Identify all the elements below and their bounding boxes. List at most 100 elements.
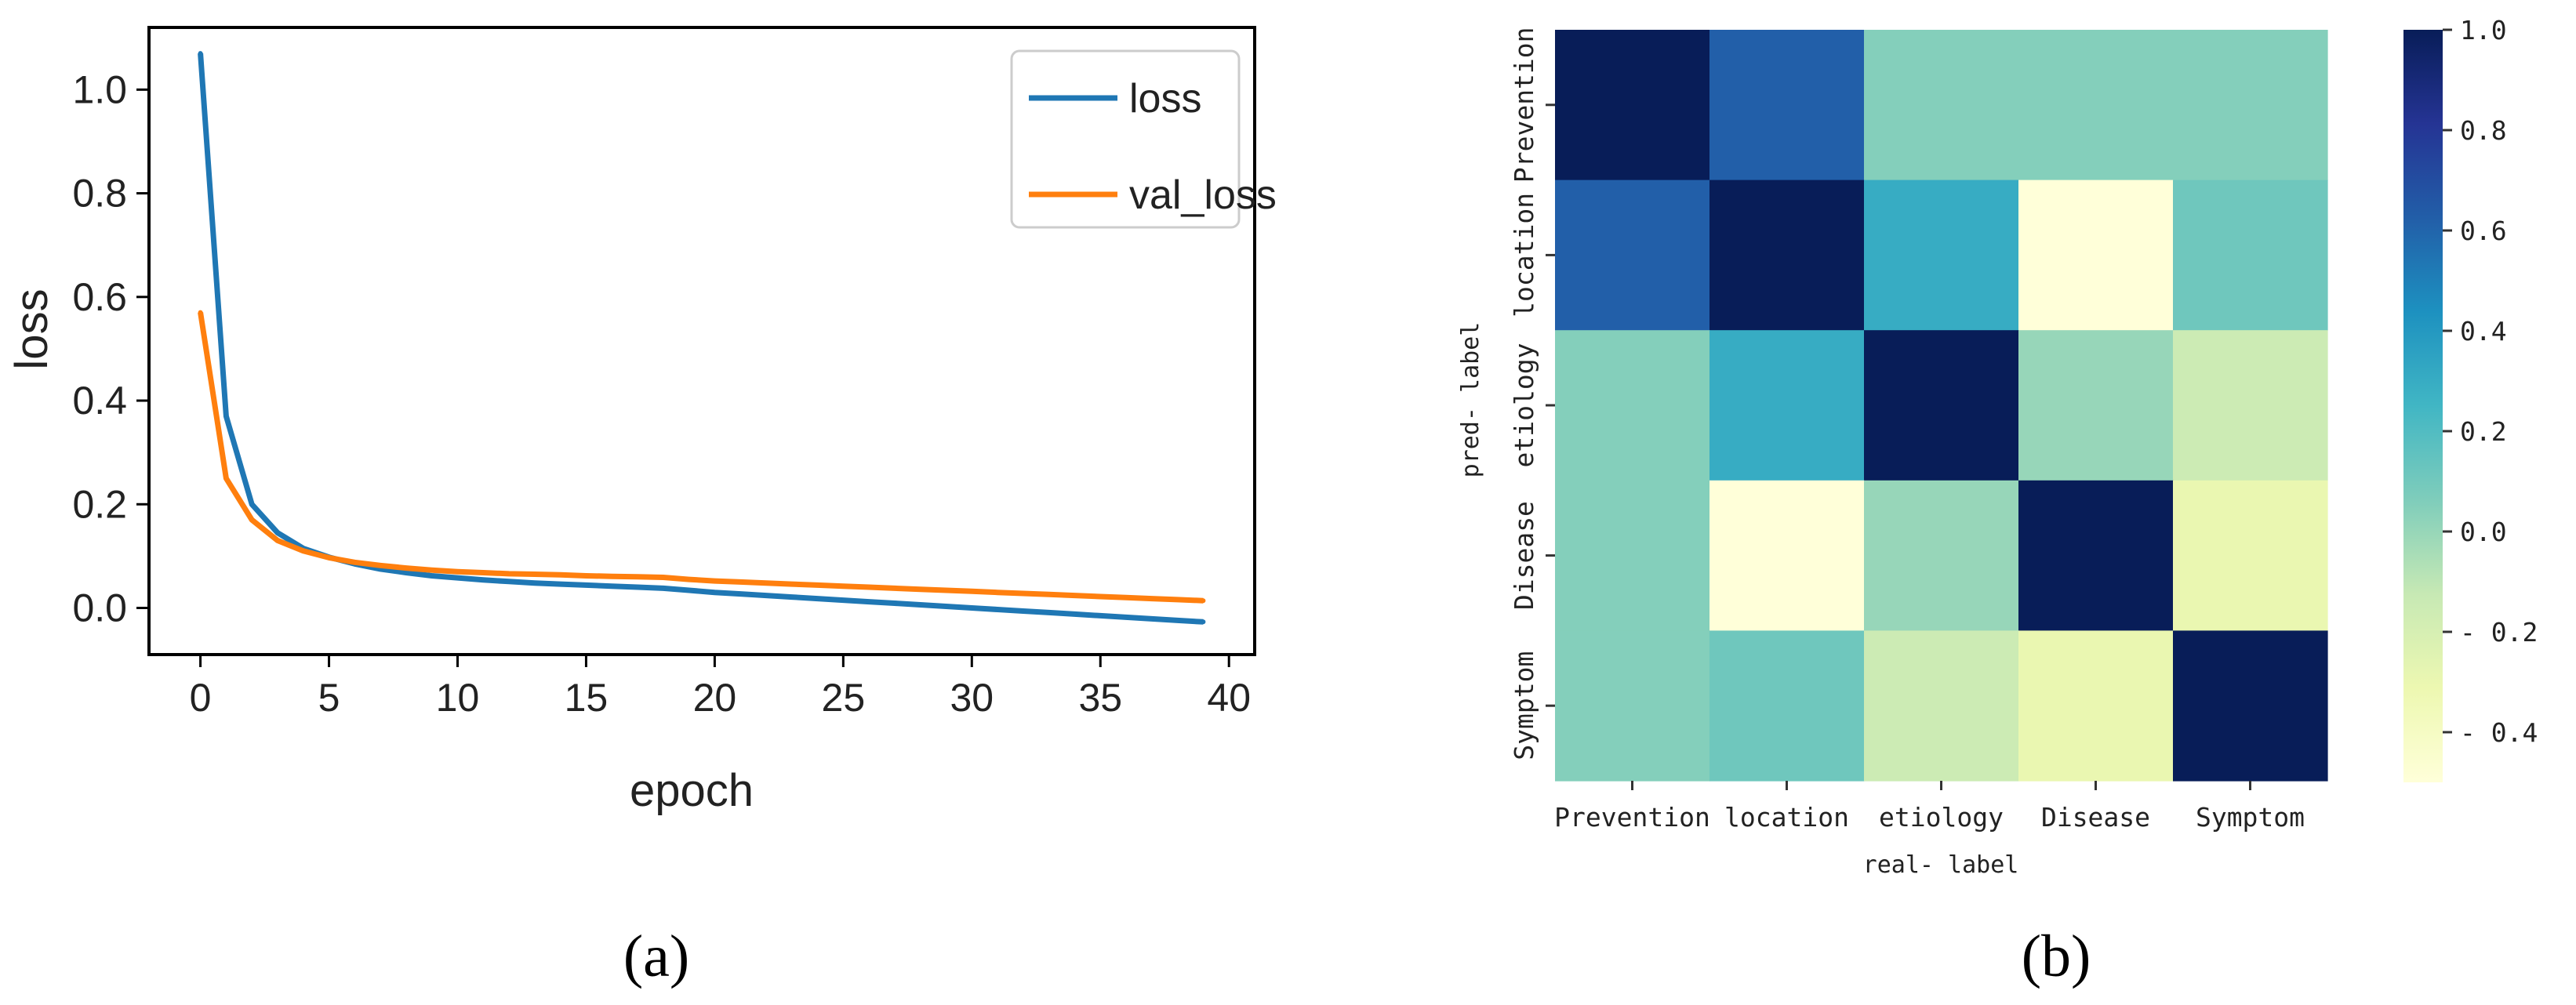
data-point-val-loss [789, 582, 794, 587]
data-point-loss [635, 585, 640, 590]
x-tick-label: 5 [318, 676, 340, 720]
data-point-loss [789, 594, 794, 600]
data-point-val-loss [429, 568, 434, 573]
x-tick-label: location [1724, 802, 1849, 833]
y-tick-label: 0.4 [72, 379, 127, 423]
data-point-loss [712, 590, 718, 595]
y-tick-label: 0.6 [72, 275, 127, 319]
data-point-loss [583, 582, 589, 588]
data-point-loss [1175, 618, 1180, 623]
data-point-loss [841, 597, 846, 603]
data-point-val-loss [995, 590, 1001, 595]
heatmap-cell-2-1 [1709, 330, 1865, 481]
data-point-loss [1098, 613, 1103, 619]
colorbar-tick-label: 0.2 [2460, 416, 2507, 447]
data-point-loss [1124, 615, 1128, 620]
colorbar-tick-label: 0.8 [2460, 115, 2507, 146]
data-point-val-loss [712, 579, 718, 584]
heatmap-cell-3-0 [1555, 480, 1710, 631]
heatmap-cell-4-0 [1555, 630, 1710, 782]
series-line-val-loss [198, 312, 1204, 604]
loss-line-chart: 0 5 10 15 20 25 30 35 40 0.0 0.2 0.4 0.6 0.8 1.0 loss … [6, 26, 1277, 816]
data-point-val-loss [352, 560, 358, 565]
heatmap-cell-3-4 [2173, 480, 2328, 631]
colorbar-tick-label: 0.0 [2460, 517, 2507, 547]
heatmap-cell-2-3 [2018, 330, 2174, 481]
legend: loss val_loss [1010, 49, 1277, 229]
heatmap-cell-0-2 [1864, 30, 2019, 181]
y-tick-label: Symptom [1509, 651, 1539, 760]
data-point-val-loss [867, 585, 872, 590]
y-tick-label: location [1509, 193, 1539, 317]
correlation-heatmap: Prevention location etiology Disease Symptom… [1457, 15, 2538, 879]
data-point-loss [429, 573, 434, 579]
data-point-val-loss [403, 565, 409, 571]
data-point-val-loss [892, 586, 897, 591]
x-axis-label: epoch [630, 765, 754, 816]
data-point-val-loss [1072, 593, 1077, 598]
data-point-loss [815, 596, 820, 601]
heatmap-cell-2-4 [2173, 330, 2328, 481]
data-point-loss [995, 607, 1001, 612]
x-tick-label: 10 [436, 676, 480, 720]
x-tick-label: 40 [1207, 676, 1251, 720]
data-point-val-loss [1020, 591, 1026, 596]
data-point-val-loss [507, 571, 512, 576]
y-tick-label: 0.2 [72, 482, 127, 526]
heatmap-cell-3-2 [1864, 480, 2019, 631]
legend-label-loss: loss [1129, 76, 1201, 122]
colorbar-tick-label: - 0.2 [2460, 617, 2538, 648]
heatmap-cell-1-3 [2018, 180, 2174, 331]
y-tick-label: 0.0 [72, 586, 127, 629]
data-point-val-loss [764, 580, 768, 586]
legend-box [1010, 49, 1241, 229]
legend-label-val-loss: val_loss [1129, 172, 1277, 218]
data-point-loss [1072, 611, 1077, 617]
data-point-loss [249, 502, 255, 507]
data-point-val-loss [943, 588, 949, 593]
data-point-val-loss [300, 548, 306, 553]
data-point-val-loss [455, 569, 460, 575]
colorbar [2403, 30, 2443, 782]
data-point-val-loss [815, 582, 820, 588]
x-tick-label: Prevention [1554, 802, 1710, 833]
data-point-val-loss [583, 573, 589, 579]
y-axis-label: pred- label [1457, 322, 1484, 478]
data-point-val-loss [481, 570, 486, 575]
x-tick-labels: Prevention location etiology Disease Symptom [1554, 781, 2305, 833]
colorbar-tick-label: 1.0 [2460, 15, 2507, 45]
heatmap-cell-0-4 [2173, 30, 2328, 181]
heatmap-cell-0-0 [1555, 30, 1710, 181]
data-point-loss [1201, 619, 1206, 625]
y-tick-label: 0.8 [72, 172, 127, 216]
data-point-loss [1046, 610, 1052, 615]
data-point-loss [532, 580, 537, 586]
data-point-loss [481, 577, 486, 582]
heatmap-cell-4-3 [2018, 630, 2174, 782]
data-point-val-loss [326, 555, 332, 561]
data-point-val-loss [1175, 597, 1180, 602]
data-point-loss [892, 600, 897, 606]
heatmap-cell-0-3 [2018, 30, 2174, 181]
data-point-val-loss [249, 517, 255, 523]
heatmap-cell-3-1 [1709, 480, 1865, 631]
data-point-loss [764, 593, 768, 598]
data-point-loss [867, 599, 872, 604]
data-point-val-loss [738, 579, 743, 585]
heatmap-cell-0-1 [1709, 30, 1865, 181]
x-tick-label: 15 [565, 676, 609, 720]
colorbar-tick-label: 0.4 [2460, 316, 2507, 346]
colorbar-tick-label: - 0.4 [2460, 717, 2538, 748]
data-point-loss [1149, 616, 1154, 622]
data-point-val-loss [635, 574, 640, 579]
data-point-loss [660, 586, 666, 591]
data-point-val-loss [1149, 596, 1154, 601]
heatmap-cell-1-0 [1555, 180, 1710, 331]
data-point-loss [455, 575, 460, 581]
y-tick-labels: Prevention location etiology Disease Symptom [1509, 27, 1555, 760]
heatmap-cell-1-2 [1864, 180, 2019, 331]
y-tick-label: 1.0 [72, 67, 127, 111]
data-point-loss [507, 579, 512, 584]
data-point-val-loss [275, 538, 280, 543]
